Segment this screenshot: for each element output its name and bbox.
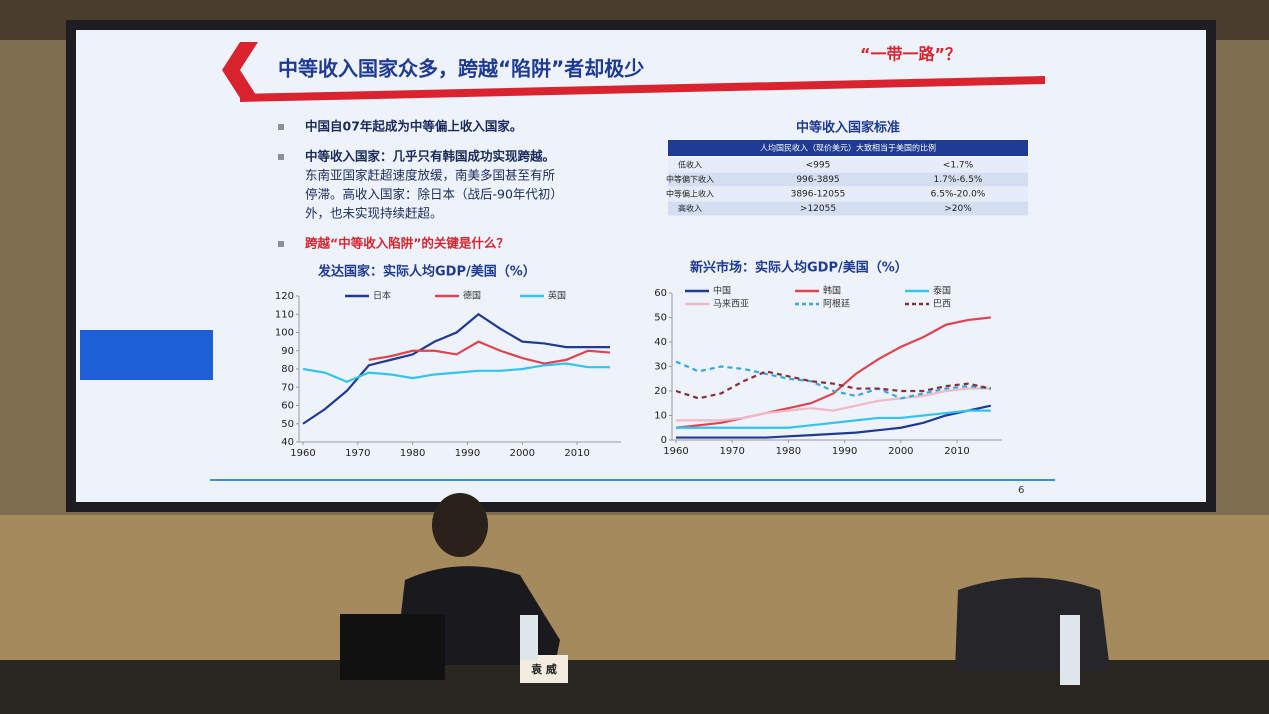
y-tick-label: 50 <box>654 313 667 324</box>
page-number: 6 <box>1018 485 1024 496</box>
y-tick-label: 80 <box>281 364 294 375</box>
legend-label: 德国 <box>463 290 481 302</box>
table-cell: 高收入 <box>678 203 702 213</box>
series-line <box>368 340 611 365</box>
x-tick-label: 1980 <box>400 448 425 459</box>
legend-label: 日本 <box>373 290 391 302</box>
legend-label: 英国 <box>548 290 566 302</box>
table-header: 人均国民收入（现价美元）大致相当于美国的比例 <box>760 143 936 153</box>
slide-tag: “一带一路”？ <box>860 45 961 64</box>
y-tick-label: 90 <box>281 346 294 357</box>
legend-label: 中国 <box>713 285 731 297</box>
x-tick-label: 1980 <box>776 446 801 457</box>
chevron <box>222 42 258 98</box>
table-cell: 1.7%-6.5% <box>934 175 983 185</box>
speaker-head <box>432 493 488 557</box>
table-cell: 6.5%-20.0% <box>931 190 986 200</box>
chair <box>955 577 1110 670</box>
table-title: 中等收入国家标准 <box>796 120 900 136</box>
bullet-text: 中等收入国家：几乎只有韩国成功实现跨越。 <box>305 149 555 164</box>
x-tick-label: 1970 <box>719 446 744 457</box>
y-tick-label: 40 <box>654 337 667 348</box>
y-tick-label: 20 <box>654 386 667 397</box>
bullets: 中国自07年起成为中等偏上收入国家。中等收入国家：几乎只有韩国成功实现跨越。东南… <box>278 119 563 251</box>
table-cell: >12055 <box>800 204 836 214</box>
bullet-text: 外，也未实现持续赶超。 <box>305 206 443 221</box>
x-tick-label: 2000 <box>510 448 535 459</box>
table-cell: >20% <box>944 204 972 214</box>
y-tick-label: 30 <box>654 362 667 373</box>
y-tick-label: 70 <box>281 382 294 393</box>
legend-label: 泰国 <box>933 285 951 297</box>
legend-label: 韩国 <box>823 285 841 297</box>
series-line <box>676 409 991 429</box>
x-tick-label: 1970 <box>345 448 370 459</box>
chart-title: 新兴市场：实际人均GDP/美国（%） <box>690 260 908 276</box>
table-row <box>668 187 1028 201</box>
legend-label: 阿根廷 <box>823 298 850 310</box>
series-line <box>675 370 991 400</box>
table-cell: 3896-12055 <box>791 190 846 200</box>
x-tick-label: 2010 <box>564 448 589 459</box>
series-line <box>675 316 991 429</box>
x-tick-label: 2010 <box>944 446 969 457</box>
series-line <box>676 387 991 422</box>
y-tick-label: 110 <box>275 309 294 320</box>
bullet-text: 停滞。高收入国家：除日本（战后-90年代初） <box>305 187 563 202</box>
table-row <box>668 201 1028 216</box>
x-tick-label: 1990 <box>832 446 857 457</box>
table: 低收入 <995 <1.7% 中等偏下收入 996-3895 1.7%-6.5% 中等偏上收… <box>666 158 1028 216</box>
title-underline <box>240 76 1045 102</box>
table-row <box>668 172 1028 187</box>
water-bottle <box>1060 615 1080 685</box>
table-cell: <995 <box>806 161 831 171</box>
slide-title: 中等收入国家众多，跨越“陷阱”者却极少 <box>278 57 644 81</box>
bullet-text: 中国自07年起成为中等偏上收入国家。 <box>305 119 522 134</box>
x-tick-label: 2000 <box>888 446 913 457</box>
slide <box>76 30 1206 502</box>
series-line <box>676 404 991 439</box>
legend-label: 巴西 <box>933 299 951 310</box>
nameplate-text: 袁 威 <box>530 662 557 676</box>
y-tick-label: 0 <box>661 435 667 446</box>
y-tick-label: 100 <box>275 328 294 339</box>
y-tick-label: 120 <box>275 291 294 302</box>
x-tick-label: 1960 <box>663 446 688 457</box>
y-tick-label: 50 <box>281 419 294 430</box>
y-tick-label: 10 <box>654 411 667 422</box>
table-cell: 中等偏上收入 <box>666 189 714 199</box>
series-line <box>675 360 991 400</box>
bullet-marker <box>278 241 284 247</box>
y-tick-label: 60 <box>281 401 294 412</box>
bullet-marker <box>278 124 284 130</box>
x-tick-label: 1990 <box>455 448 480 459</box>
table-row <box>668 158 1028 172</box>
water-bottle <box>520 615 538 660</box>
table-cell: 996-3895 <box>796 175 839 185</box>
y-tick-label: 60 <box>654 288 667 299</box>
table-cell: 低收入 <box>678 160 702 170</box>
series-line <box>302 312 611 425</box>
bullet-marker <box>278 154 284 160</box>
laptop <box>340 614 445 680</box>
x-tick-label: 1960 <box>290 448 315 459</box>
table-cell: 中等偏下收入 <box>666 174 714 184</box>
chart-title: 发达国家：实际人均GDP/美国（%） <box>317 264 536 280</box>
legend-label: 马来西亚 <box>713 299 749 310</box>
bullet-text: 跨越“中等收入陷阱”的关键是什么？ <box>305 236 509 251</box>
table-header-bg <box>668 140 1028 156</box>
bullet-text: 东南亚国家赶超速度放缓，南美多国甚至有所 <box>305 168 555 183</box>
side-block <box>80 330 213 380</box>
y-tick-label: 40 <box>281 437 294 448</box>
charts: 发达国家：实际人均GDP/美国（%）4050607080901001101201… <box>275 260 1002 459</box>
series-line <box>302 362 611 383</box>
table-cell: <1.7% <box>943 161 974 171</box>
